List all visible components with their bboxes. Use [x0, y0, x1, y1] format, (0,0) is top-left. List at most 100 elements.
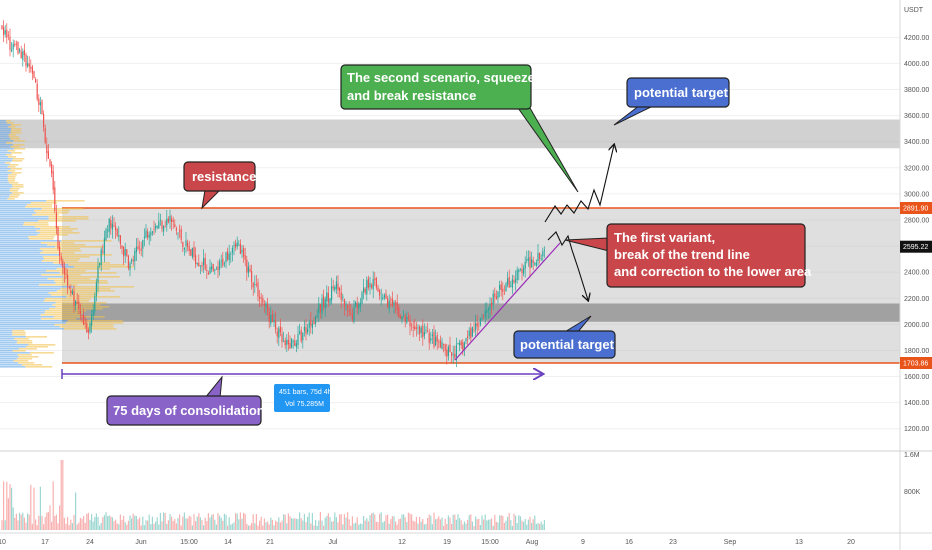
volume-bar	[111, 517, 113, 530]
candle-body	[447, 347, 449, 356]
profile-bar-yellow	[41, 318, 77, 320]
volume-bar	[148, 514, 150, 530]
candle-body	[279, 326, 281, 333]
profile-bar-blue	[0, 204, 27, 206]
candle-body	[142, 239, 144, 249]
profile-bar-yellow	[25, 366, 53, 368]
profile-bar-blue	[0, 358, 17, 360]
volume-bar	[41, 515, 43, 530]
volume-bar	[529, 516, 531, 530]
profile-bar-yellow	[55, 246, 104, 248]
volume-bar	[1, 520, 3, 530]
volume-bar	[507, 516, 509, 530]
candle-body	[268, 311, 270, 322]
candle-body	[33, 71, 35, 78]
profile-bar-yellow	[29, 352, 55, 354]
profile-bar-yellow	[12, 192, 24, 194]
candle-body	[233, 245, 235, 247]
volume-bar	[369, 515, 371, 530]
volume-bar	[441, 517, 443, 530]
profile-bar-yellow	[12, 350, 26, 352]
volume-bar	[383, 521, 385, 530]
candle-body	[510, 285, 512, 287]
volume-bar	[329, 517, 331, 530]
candle-body	[527, 258, 529, 261]
volume-bar	[292, 518, 294, 530]
profile-bar-yellow	[52, 304, 101, 306]
candle-body	[407, 316, 409, 318]
candle-body	[443, 343, 445, 345]
volume-bar	[129, 515, 131, 530]
volume-bar	[36, 525, 38, 530]
profile-bar-blue	[0, 354, 18, 356]
candle-body	[172, 220, 174, 222]
volume-bar	[351, 516, 353, 530]
profile-bar-blue	[0, 214, 33, 216]
candle-body	[174, 224, 176, 228]
candle-body	[132, 259, 134, 261]
candle-body	[28, 63, 30, 67]
volume-bar	[315, 520, 317, 530]
candle-body	[391, 298, 393, 307]
candle-body	[339, 287, 341, 291]
candle-body	[198, 262, 200, 267]
profile-bar-yellow	[43, 300, 89, 302]
profile-bar-yellow	[26, 204, 53, 206]
volume-bar	[166, 523, 168, 530]
candle-body	[247, 266, 249, 274]
candle-body	[105, 229, 107, 241]
volume-bar	[103, 515, 105, 530]
profile-bar-yellow	[56, 290, 115, 292]
candle-body	[318, 303, 320, 314]
volume-bar	[390, 519, 392, 530]
candle-body	[359, 303, 361, 307]
volume-bar	[155, 521, 157, 530]
candle-body	[35, 79, 37, 83]
profile-bar-blue	[0, 134, 9, 136]
candle-body	[531, 259, 533, 268]
candle-body	[166, 218, 168, 226]
volume-bar	[73, 515, 75, 530]
volume-bar	[124, 522, 126, 530]
candle-body	[230, 253, 232, 255]
volume-bar	[135, 516, 137, 530]
candle-body	[539, 252, 541, 260]
time-tick-label: 9	[581, 539, 585, 546]
candle-body	[167, 218, 169, 223]
volume-bar	[542, 524, 544, 530]
volume-bar	[473, 525, 475, 530]
volume-bar	[49, 505, 51, 530]
profile-bar-blue	[0, 290, 57, 292]
candle-body	[478, 325, 480, 327]
profile-bar-yellow	[21, 364, 43, 366]
profile-bar-yellow	[11, 172, 22, 174]
candle-body	[535, 262, 537, 266]
volume-bar	[492, 525, 494, 530]
candle-body	[241, 249, 243, 253]
volume-bar	[203, 525, 205, 530]
volume-bar	[39, 486, 41, 530]
time-tick-label: 24	[86, 539, 94, 546]
candle-body	[252, 282, 254, 288]
candle-body	[46, 145, 48, 154]
volume-bar	[262, 525, 264, 530]
candle-body	[310, 320, 312, 326]
profile-bar-blue	[0, 206, 26, 208]
candle-body	[406, 317, 408, 323]
profile-bar-yellow	[17, 354, 32, 356]
profile-bar-blue	[0, 174, 9, 176]
candle-body	[532, 260, 534, 263]
volume-bar	[223, 513, 225, 530]
candle-body	[401, 316, 403, 320]
profile-bar-yellow	[9, 164, 19, 166]
profile-bar-yellow	[10, 146, 20, 148]
candle-body	[439, 340, 441, 348]
volume-bar	[297, 519, 299, 530]
candle-body	[182, 241, 184, 247]
volume-bar	[479, 525, 481, 530]
profile-bar-blue	[0, 314, 41, 316]
candle-body	[47, 151, 49, 159]
bullish-scenario-path	[544, 145, 614, 223]
candle-body	[4, 30, 6, 35]
volume-bar	[286, 523, 288, 530]
